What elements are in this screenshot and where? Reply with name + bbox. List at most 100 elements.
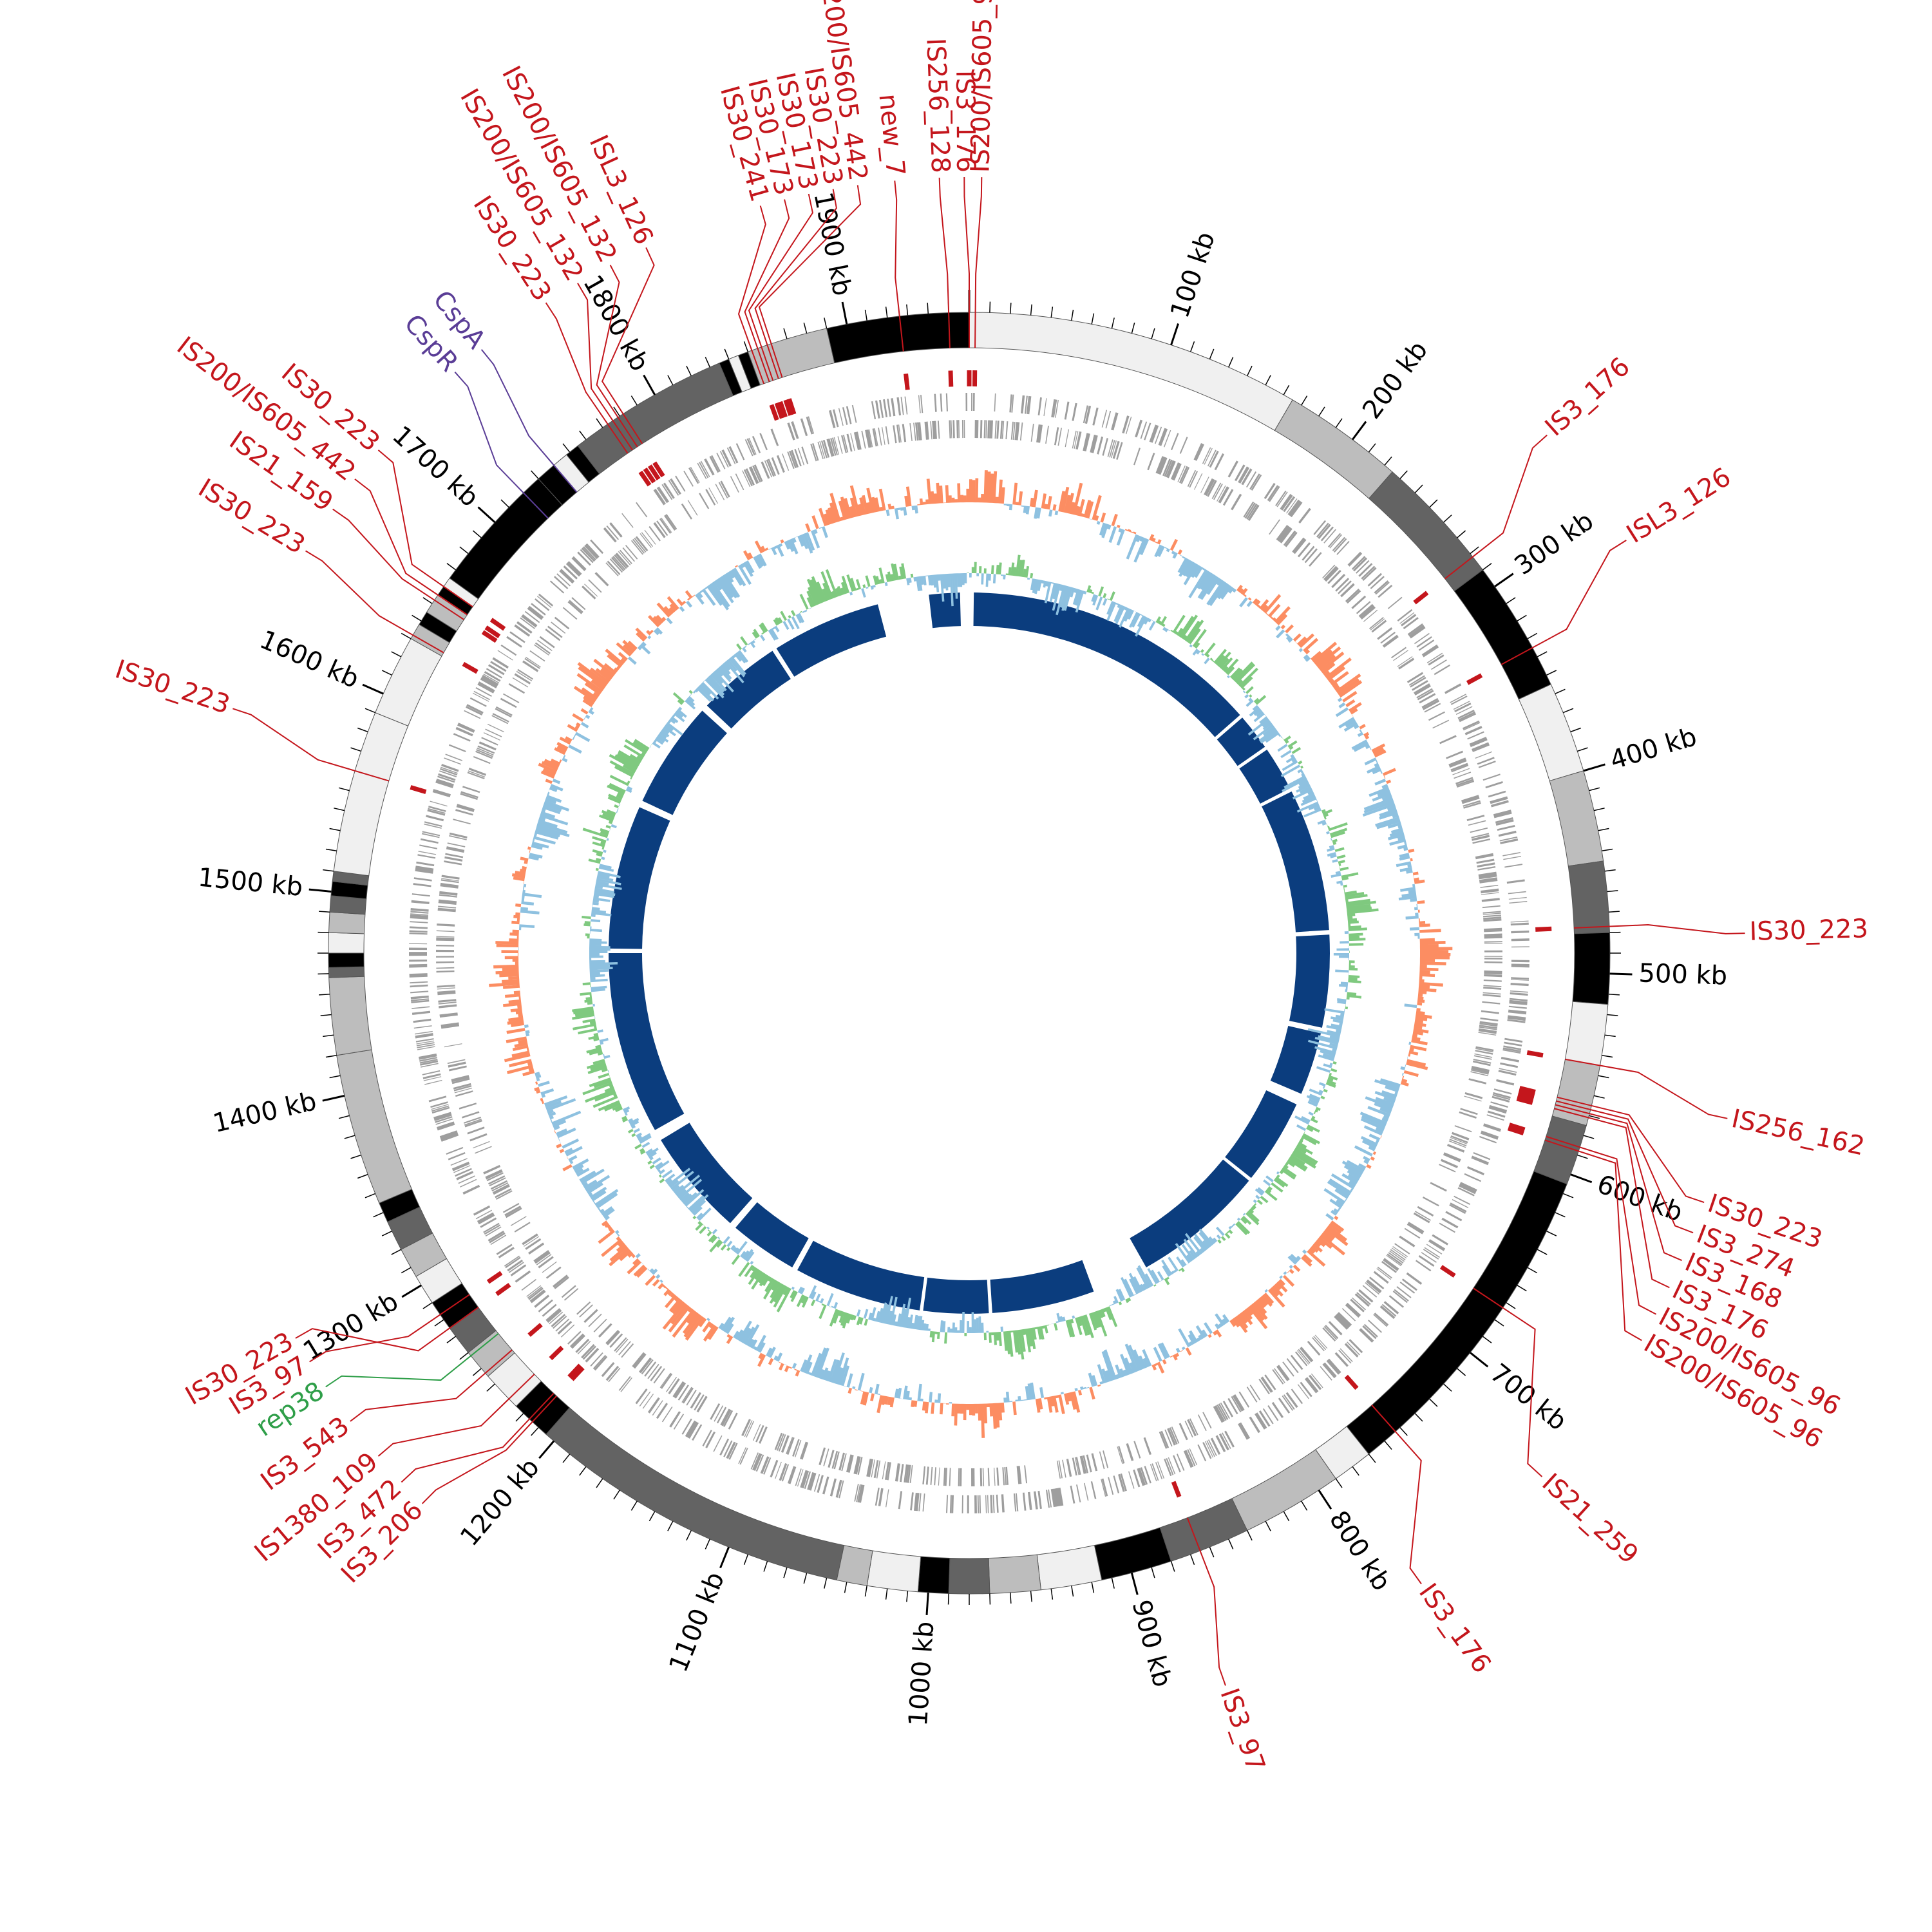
minor-tick [1189, 1554, 1195, 1565]
minor-tick [422, 597, 433, 604]
minor-tick [1443, 1383, 1452, 1392]
gene-features [409, 393, 1530, 1513]
is-element-mark [647, 464, 661, 480]
major-tick [1130, 1573, 1139, 1595]
minor-tick [531, 1427, 539, 1436]
is-element-mark [1466, 673, 1483, 685]
gene-track [409, 393, 1530, 1513]
minor-tick [1602, 1055, 1613, 1058]
synteny-block [1289, 934, 1330, 1028]
minor-tick [1131, 322, 1135, 334]
ideogram-segment [328, 976, 372, 1056]
minor-tick [412, 614, 422, 621]
minor-tick [1570, 727, 1581, 733]
tick-label: 800 kb [1323, 1506, 1397, 1596]
annotation-leader-line [737, 205, 766, 384]
annotation-leader-line [354, 478, 468, 616]
minor-tick [579, 430, 587, 440]
is-element-label: IS3_97 [1214, 1685, 1271, 1776]
ideogram-segment [1551, 1059, 1601, 1126]
minor-tick [864, 1586, 867, 1597]
minor-tick [434, 1319, 444, 1327]
tick-label: 1000 kb [904, 1620, 940, 1727]
minor-tick [401, 632, 412, 639]
minor-tick [319, 911, 330, 913]
minor-tick [1247, 1530, 1253, 1541]
minor-tick [1209, 1547, 1215, 1558]
annotation-leader-line [350, 1349, 513, 1422]
is-element-mark [778, 401, 788, 418]
minor-tick [1527, 1267, 1538, 1274]
is-element-mark [1516, 1096, 1533, 1105]
minor-tick [1283, 1511, 1290, 1522]
major-tick [1469, 1352, 1489, 1368]
synteny-block [735, 1202, 809, 1267]
is-element-mark [1344, 1374, 1359, 1390]
minor-tick [1010, 303, 1012, 314]
minor-tick [844, 1582, 848, 1593]
minor-tick [667, 375, 674, 386]
is-element-mark [1439, 1265, 1456, 1278]
minor-tick [1399, 470, 1408, 479]
is-element-label: ISL3_126 [1622, 462, 1736, 549]
is-element-label: IS3_176 [1413, 1578, 1497, 1679]
annotation-leader-line [744, 199, 790, 383]
annotation-leader-line [758, 185, 862, 378]
ideogram-segment [1094, 1527, 1172, 1581]
ideogram-segment [988, 1554, 1041, 1595]
minor-tick [1555, 688, 1566, 694]
minor-tick [446, 563, 457, 571]
minor-tick [1577, 1154, 1588, 1159]
minor-tick [1583, 1135, 1595, 1139]
minor-tick [1247, 365, 1253, 376]
is-element-label: IS30_223 [111, 654, 234, 720]
minor-tick [705, 357, 710, 368]
tick-label: 1400 kb [211, 1086, 319, 1139]
tick-label: 1700 kb [386, 421, 484, 513]
minor-tick [579, 1466, 587, 1476]
ideogram-segment [969, 312, 1293, 431]
minor-tick [1111, 1577, 1115, 1589]
synteny-block [797, 1240, 925, 1311]
major-tick [719, 1546, 730, 1569]
minor-tick [763, 1561, 768, 1572]
synteny-block [1239, 750, 1291, 804]
minor-tick [325, 848, 337, 851]
is-element-mark [638, 470, 652, 487]
minor-tick [1527, 632, 1538, 639]
minor-tick [1608, 994, 1620, 996]
minor-tick [906, 304, 909, 316]
synteny-block [923, 1277, 989, 1314]
minor-tick [1091, 1582, 1095, 1593]
minor-tick [1414, 484, 1423, 493]
annotation-leader-line [596, 265, 638, 448]
is-element-label: IS21_259 [1536, 1468, 1643, 1569]
minor-tick [885, 307, 888, 318]
annotation-leader-line [305, 550, 444, 654]
minor-tick [357, 1173, 368, 1179]
annotation-leader-line [545, 302, 629, 454]
annotation-leader-line [974, 177, 983, 348]
annotation-leader-line [480, 349, 578, 493]
minor-tick [323, 869, 334, 872]
minor-tick [1607, 1014, 1618, 1016]
major-tick [1170, 323, 1179, 346]
annotation-leader-line [1444, 434, 1548, 580]
minor-tick [562, 1454, 571, 1463]
minor-tick [1457, 530, 1466, 538]
is-element-mark [769, 404, 779, 421]
synteny-block [1217, 717, 1265, 766]
gc-content-track [572, 554, 1379, 1359]
synteny-block [776, 604, 887, 677]
minor-tick [1593, 1095, 1605, 1099]
minor-tick [320, 1014, 332, 1016]
is-element-mark [567, 1363, 582, 1379]
is-element-mark [904, 373, 910, 390]
minor-tick [1506, 597, 1516, 604]
minor-tick [1494, 1319, 1504, 1327]
is-element-label: new_7 [873, 93, 910, 178]
minor-tick [1593, 808, 1605, 811]
minor-tick [1563, 708, 1574, 714]
minor-tick [472, 1368, 482, 1376]
ideogram-segment [1518, 684, 1584, 782]
